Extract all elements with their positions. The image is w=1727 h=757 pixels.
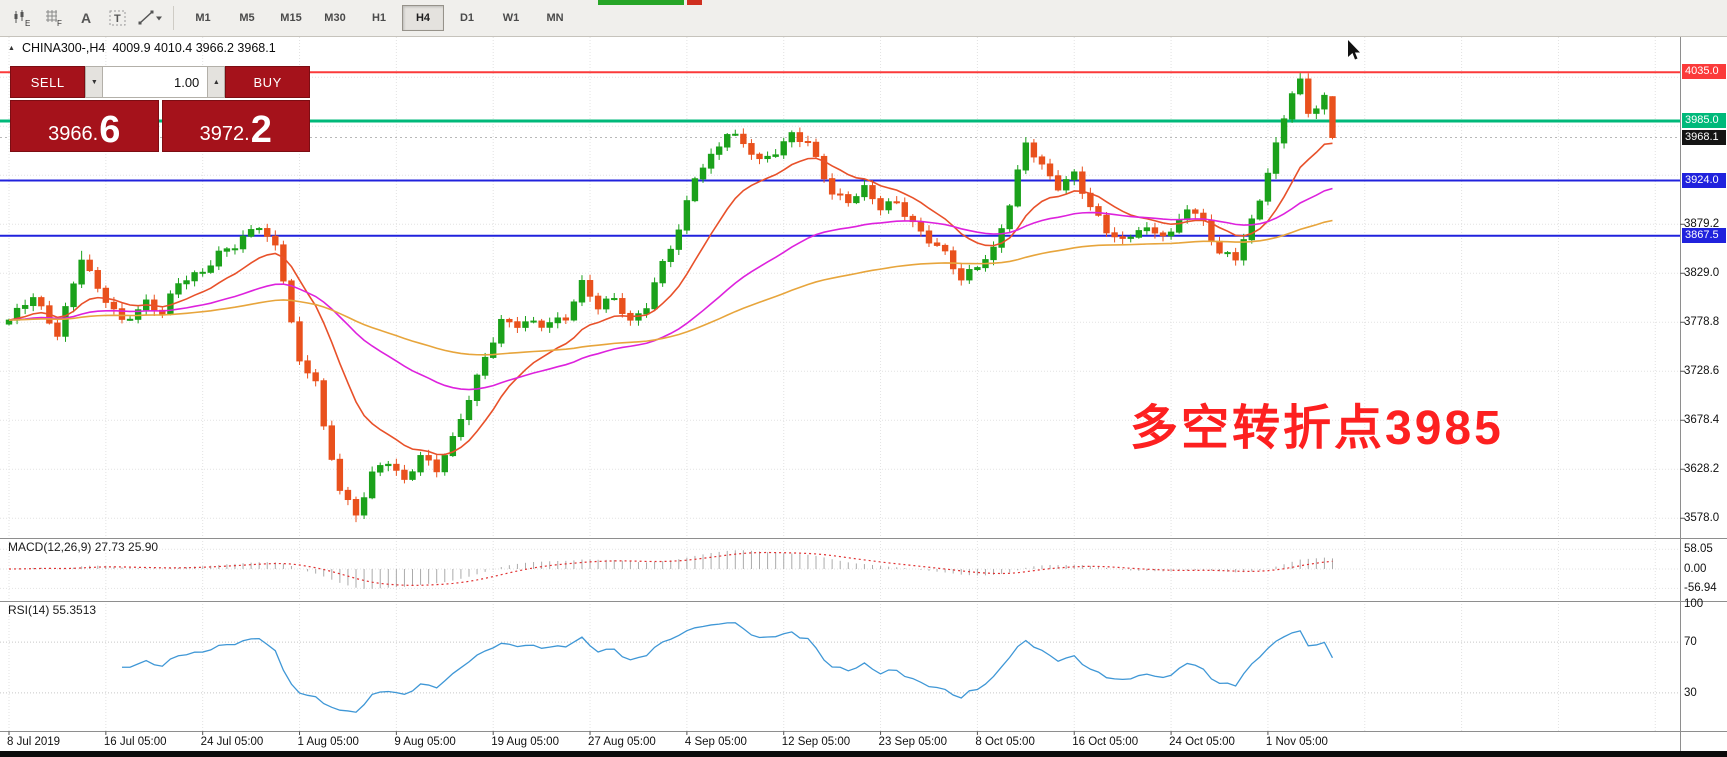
grid-icon: F [46, 10, 62, 28]
chart-annotation-text: 多空转折点3985 [1130, 402, 1504, 455]
ask-price-big-digit: 2 [250, 109, 272, 151]
candlestick-icon: E [14, 10, 30, 28]
window-fragment-green [598, 0, 684, 5]
toolbar-separator [173, 6, 174, 30]
bid-price-main: 3966. [48, 123, 99, 145]
timeframe-m1[interactable]: M1 [195, 12, 211, 24]
macd-panel-label: MACD(12,26,9) 27.73 25.90 [8, 540, 159, 554]
ask-price-main: 3972. [199, 123, 250, 145]
volume-input[interactable] [103, 66, 208, 98]
symbol-period-label: CHINA300-,H4 [21, 41, 106, 55]
ohlc-values: 4009.9 4010.4 3966.2 3968.1 [112, 41, 276, 55]
bid-price-display[interactable]: 3966. 6 [10, 100, 159, 152]
one-click-trading-panel: SELL ▼ ▲ BUY 3966.6 3972.2 [10, 66, 310, 152]
volume-decrease-button[interactable]: ▼ [85, 66, 104, 98]
sell-button[interactable]: SELL [10, 66, 86, 98]
svg-text:T: T [114, 13, 121, 25]
caret-up-icon: ▲ [212, 78, 220, 86]
volume-increase-button[interactable]: ▲ [207, 66, 226, 98]
timeframe-buttons: M1 M5 M15 M30 H1 H4 D1 W1 MN [181, 5, 577, 31]
timeframe-mn[interactable]: MN [546, 12, 564, 24]
caret-down-icon: ▼ [90, 78, 98, 86]
indicator-e-tool[interactable]: E [7, 4, 37, 32]
label-tool[interactable]: T [103, 4, 133, 32]
timeframe-w1[interactable]: W1 [502, 12, 520, 24]
timeframe-m5[interactable]: M5 [239, 12, 255, 24]
buy-button[interactable]: BUY [225, 66, 310, 98]
timeframe-h4[interactable]: H4 [402, 5, 444, 31]
mouse-cursor [1348, 40, 1360, 60]
text-tool[interactable]: A [71, 4, 101, 32]
ask-price-display[interactable]: 3972. 2 [161, 100, 310, 152]
timeframe-d1[interactable]: D1 [459, 12, 475, 24]
grid-f-tool[interactable]: F [39, 4, 69, 32]
timeframe-h1[interactable]: H1 [371, 12, 387, 24]
trendline-icon [138, 10, 162, 25]
text-label-icon: T [109, 10, 126, 26]
one-click-toggle-icon[interactable]: ▲ [8, 44, 15, 52]
text-a-icon: A [81, 10, 91, 26]
taskbar-edge [0, 751, 1727, 757]
chart-header: ▲ CHINA300-,H4 4009.9 4010.4 3966.2 3968… [8, 41, 276, 55]
draw-tool[interactable] [135, 4, 165, 32]
toolbar: E F A T M1 M5 M15 M30 H1 H4 D1 W1 MN [0, 0, 1727, 37]
window-fragment-red [687, 0, 702, 5]
svg-text:A: A [81, 10, 91, 26]
timeframe-m30[interactable]: M30 [324, 12, 346, 24]
rsi-panel-label: RSI(14) 55.3513 [8, 603, 97, 617]
bid-price-big-digit: 6 [99, 109, 121, 151]
timeframe-m15[interactable]: M15 [280, 12, 302, 24]
svg-text:F: F [57, 19, 62, 28]
svg-text:E: E [25, 19, 30, 28]
